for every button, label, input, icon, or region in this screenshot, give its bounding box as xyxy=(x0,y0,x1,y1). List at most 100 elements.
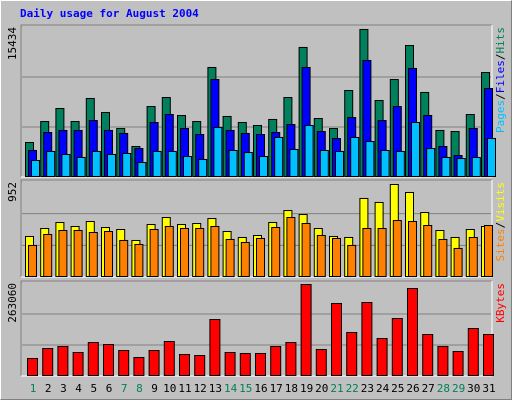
x-tick-label: 14 xyxy=(224,382,238,395)
bar xyxy=(46,150,56,178)
legend-entry: Files xyxy=(494,60,507,93)
legend-separator: / xyxy=(494,54,507,61)
bar xyxy=(119,239,129,277)
bar xyxy=(332,237,341,278)
bar xyxy=(210,226,220,277)
bar xyxy=(27,358,38,377)
bar xyxy=(104,230,113,277)
bar xyxy=(194,355,206,376)
bar xyxy=(228,149,238,178)
bar xyxy=(240,241,250,277)
x-tick-label: 4 xyxy=(75,382,82,395)
bar xyxy=(225,238,235,277)
bar xyxy=(88,231,98,278)
x-tick-label: 16 xyxy=(254,382,267,395)
bar xyxy=(134,243,144,278)
plot-border xyxy=(20,280,492,376)
x-tick-label: 13 xyxy=(209,382,222,395)
bar xyxy=(452,351,464,376)
legend-entry: Visits xyxy=(494,182,507,222)
x-tick-label: 30 xyxy=(467,382,480,395)
bar xyxy=(286,217,296,277)
bar xyxy=(164,226,174,277)
bar xyxy=(408,221,417,277)
bar xyxy=(331,302,342,376)
bar xyxy=(179,354,190,377)
bar xyxy=(149,229,159,278)
x-tick-label: 18 xyxy=(285,382,298,395)
bar xyxy=(456,158,466,178)
legend: KBytes xyxy=(494,283,507,323)
legend: Pages/Files/Hits xyxy=(494,27,507,133)
bar xyxy=(411,121,420,177)
bar xyxy=(316,234,326,278)
bar xyxy=(380,149,390,178)
bar xyxy=(304,125,314,177)
x-tick-label: 25 xyxy=(391,382,404,395)
y-tick-label: 952 xyxy=(6,182,19,202)
bar xyxy=(300,284,312,377)
bar xyxy=(259,156,268,177)
bar xyxy=(107,153,116,177)
bar xyxy=(180,228,189,278)
bar xyxy=(453,247,463,278)
bar xyxy=(391,317,403,376)
bar xyxy=(76,156,86,177)
bar xyxy=(256,237,265,278)
x-tick-label: 3 xyxy=(60,382,67,395)
bar xyxy=(392,220,402,277)
bar xyxy=(487,138,496,177)
plot-border xyxy=(20,179,492,277)
x-tick-label: 2 xyxy=(45,382,52,395)
bar xyxy=(58,229,68,277)
bar xyxy=(484,225,493,278)
bar xyxy=(395,150,405,178)
legend-entry: Pages xyxy=(494,100,507,133)
legend: Sites/Visits xyxy=(494,182,507,262)
bar xyxy=(270,345,282,376)
legend-entry: KBytes xyxy=(494,283,507,323)
bar xyxy=(362,228,372,278)
bar xyxy=(423,225,433,278)
bar xyxy=(163,341,175,376)
bar xyxy=(361,302,373,377)
bar xyxy=(183,156,192,177)
bar xyxy=(274,136,284,177)
y-tick-label: 263060 xyxy=(6,283,19,323)
bar xyxy=(365,141,375,178)
bar xyxy=(377,228,387,278)
bar xyxy=(224,351,236,376)
x-tick-label: 22 xyxy=(346,382,359,395)
bar xyxy=(350,136,360,177)
bar xyxy=(198,159,208,178)
bar xyxy=(57,345,69,376)
x-tick-label: 12 xyxy=(194,382,207,395)
bar xyxy=(61,153,71,177)
bar xyxy=(426,148,436,177)
bar xyxy=(315,348,327,377)
bar xyxy=(148,350,160,377)
x-tick-label: 19 xyxy=(300,382,313,395)
x-tick-label: 29 xyxy=(452,382,465,395)
bar xyxy=(133,357,145,376)
x-tick-label: 21 xyxy=(330,382,343,395)
x-tick-label: 6 xyxy=(106,382,113,395)
bar xyxy=(122,152,132,177)
bar xyxy=(335,150,344,178)
bar xyxy=(438,238,448,277)
bar xyxy=(468,236,478,277)
bar xyxy=(301,223,311,277)
bar xyxy=(195,228,205,278)
bar xyxy=(72,351,84,376)
x-tick-label: 5 xyxy=(90,382,97,395)
bar xyxy=(213,127,223,178)
bar xyxy=(285,341,297,376)
legend-entry: Hits xyxy=(494,27,507,54)
bar xyxy=(31,159,40,177)
bar xyxy=(239,352,251,377)
bar xyxy=(137,162,147,178)
bar xyxy=(441,156,451,177)
x-tick-label: 11 xyxy=(178,382,191,395)
x-tick-label: 27 xyxy=(422,382,435,395)
x-tick-label: 10 xyxy=(163,382,176,395)
